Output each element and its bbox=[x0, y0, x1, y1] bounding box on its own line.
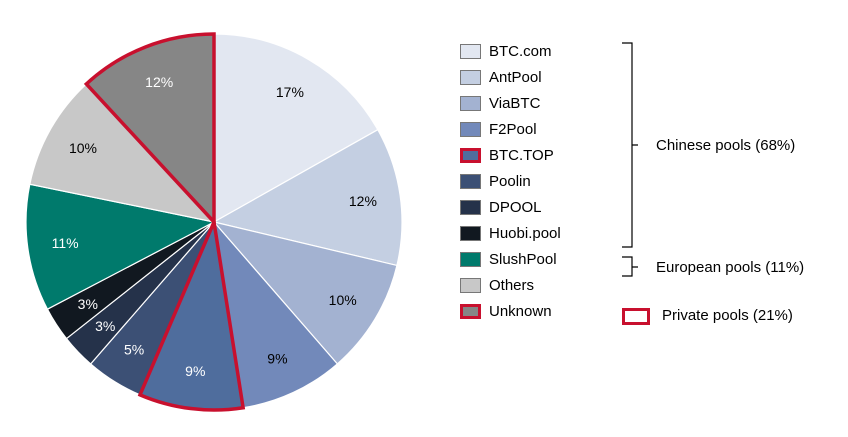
legend-label: AntPool bbox=[489, 68, 542, 86]
private-pools-label: Private pools (21%) bbox=[662, 307, 793, 324]
legend-label: DPOOL bbox=[489, 198, 542, 216]
legend-label: Others bbox=[489, 276, 535, 294]
slice-btc-com bbox=[213, 33, 379, 224]
slice-label-antpool: 12% bbox=[349, 193, 377, 209]
legend-swatch bbox=[460, 173, 481, 189]
slice-label-btc-top: 9% bbox=[185, 363, 205, 379]
legend-item-huobi-pool: Huobi.pool bbox=[460, 223, 561, 243]
slice-label-others: 10% bbox=[69, 140, 97, 156]
legend-label: ViaBTC bbox=[489, 94, 541, 112]
legend-label: Poolin bbox=[489, 172, 531, 190]
legend-label: Unknown bbox=[489, 302, 552, 320]
slice-label-poolin: 5% bbox=[124, 341, 144, 357]
legend-swatch bbox=[460, 199, 481, 215]
slice-label-unknown: 12% bbox=[145, 74, 173, 90]
slice-f2pool bbox=[213, 220, 339, 409]
legend-swatch bbox=[460, 121, 481, 137]
legend-swatch bbox=[460, 95, 481, 111]
legend-swatch bbox=[460, 69, 481, 85]
legend-swatch bbox=[460, 251, 481, 267]
legend-label: F2Pool bbox=[489, 120, 537, 138]
slice-outline-unknown bbox=[83, 32, 216, 227]
legend-item-btc-com: BTC.com bbox=[460, 41, 552, 61]
chinese-pools-brace bbox=[622, 42, 638, 248]
legend-swatch bbox=[460, 277, 481, 293]
legend-label: SlushPool bbox=[489, 250, 557, 268]
slice-label-huobi-pool: 3% bbox=[78, 296, 98, 312]
slice-label-viabtc: 10% bbox=[329, 292, 357, 308]
european-pools-label: European pools (11%) bbox=[656, 259, 805, 276]
legend-item-f2pool: F2Pool bbox=[460, 119, 537, 139]
chinese-pools-label: Chinese pools (68%) bbox=[656, 137, 796, 154]
slice-label-btc-com: 17% bbox=[276, 84, 304, 100]
legend-item-poolin: Poolin bbox=[460, 171, 531, 191]
legend-item-slushpool: SlushPool bbox=[460, 249, 557, 269]
legend-label: Huobi.pool bbox=[489, 224, 561, 242]
european-pools-brace bbox=[622, 256, 638, 277]
legend-label: BTC.com bbox=[489, 42, 552, 60]
legend-swatch bbox=[460, 43, 481, 59]
legend-swatch bbox=[460, 225, 481, 241]
slice-antpool bbox=[212, 128, 403, 267]
legend-item-others: Others bbox=[460, 275, 534, 295]
slice-label-f2pool: 9% bbox=[267, 350, 287, 366]
legend-swatch bbox=[460, 303, 481, 319]
slice-slushpool bbox=[25, 183, 216, 310]
legend-item-dpool: DPOOL bbox=[460, 197, 542, 217]
legend-item-viabtc: ViaBTC bbox=[460, 93, 540, 113]
slice-label-dpool: 3% bbox=[95, 318, 115, 334]
slice-viabtc bbox=[212, 220, 398, 365]
legend-item-unknown: Unknown bbox=[460, 301, 552, 321]
slice-others bbox=[29, 83, 216, 223]
legend-swatch bbox=[460, 147, 481, 163]
legend-label: BTC.TOP bbox=[489, 146, 554, 164]
private-pools-swatch bbox=[622, 308, 650, 325]
slice-outline-btc-top bbox=[137, 215, 246, 412]
slice-label-slushpool: 11% bbox=[52, 235, 79, 251]
legend-item-btc-top: BTC.TOP bbox=[460, 145, 554, 165]
legend-item-antpool: AntPool bbox=[460, 67, 542, 87]
